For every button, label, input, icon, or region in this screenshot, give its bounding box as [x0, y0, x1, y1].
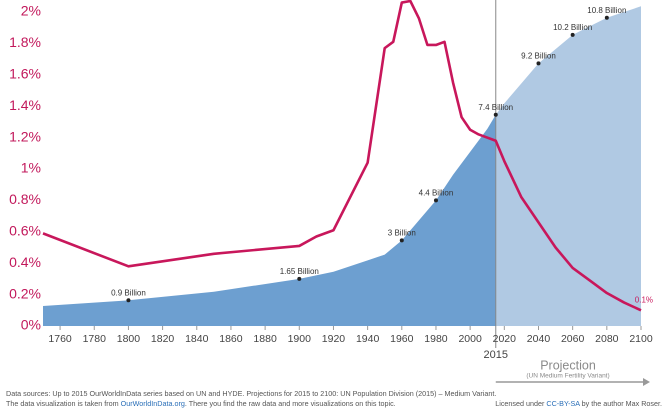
population-point [493, 112, 498, 117]
population-point [399, 238, 404, 243]
population-label: 10.2 Billion [553, 23, 592, 32]
x-tick-label: 1760 [48, 333, 72, 345]
population-label: 0.9 Billion [111, 288, 146, 297]
y-tick-label: 1.2% [9, 128, 41, 144]
population-label: 4.4 Billion [419, 189, 454, 198]
x-tick-label: 2000 [458, 333, 482, 345]
x-tick-label: 2060 [561, 333, 585, 345]
x-tick-label: 1880 [253, 333, 277, 345]
note-text: . There you find the raw data and more v… [185, 399, 396, 408]
population-area-history [43, 114, 496, 326]
y-tick-label: 0% [21, 317, 41, 333]
note-text: The data visualization is taken from [6, 399, 121, 408]
population-label: 3 Billion [388, 228, 416, 237]
growth-rate-line [42, 0, 642, 312]
y-tick-label: 2% [21, 3, 41, 19]
source-note: Data sources: Up to 2015 OurWorldInData … [6, 389, 496, 398]
population-point [297, 276, 302, 281]
y-tick-label: 1.6% [9, 66, 41, 82]
x-tick-label: 2040 [527, 333, 551, 345]
projection-start-label: 2015 [484, 349, 508, 361]
projection-arrowhead [643, 378, 650, 386]
growth-rate-label: 0.1% [635, 295, 653, 304]
population-label: 9.2 Billion [521, 51, 556, 60]
population-point [126, 298, 131, 303]
license-text: Licensed under [495, 399, 546, 408]
x-tick-label: 1940 [356, 333, 380, 345]
population-label: 1.65 Billion [280, 267, 319, 276]
y-tick-label: 1% [21, 160, 41, 176]
population-point [536, 61, 541, 66]
population-label: 10.8 Billion [587, 6, 626, 15]
x-tick-label: 1820 [151, 333, 175, 345]
y-tick-label: 0.8% [9, 191, 41, 207]
x-tick-label: 1980 [424, 333, 448, 345]
x-tick-label: 2100 [629, 333, 653, 345]
license-link[interactable]: CC-BY-SA [546, 399, 580, 408]
x-tick-label: 2080 [595, 333, 619, 345]
license-note: Licensed under CC-BY-SA by the author Ma… [495, 399, 662, 408]
y-tick-label: 0.2% [9, 285, 41, 301]
license-text: by the author Max Roser. [580, 399, 662, 408]
x-tick-label: 1780 [83, 333, 107, 345]
population-point [604, 15, 609, 20]
x-tick-label: 1920 [322, 333, 346, 345]
visualization-note: The data visualization is taken from Our… [6, 399, 396, 408]
y-tick-label: 1.4% [9, 97, 41, 113]
x-tick-label: 1960 [390, 333, 414, 345]
y-tick-label: 0.6% [9, 223, 41, 239]
population-point [433, 198, 438, 203]
population-label: 7.4 Billion [478, 103, 513, 112]
note-link[interactable]: OurWorldInData.org [121, 399, 185, 408]
plot: 0.1% 0.9 Billion 1.65 Billion 3 Billion 4.4 … [42, 0, 653, 386]
x-tick-label: 1840 [185, 333, 209, 345]
population-point [570, 32, 575, 37]
population-area-projection [495, 6, 641, 326]
x-tick-label: 1860 [219, 333, 243, 345]
x-tick-label: 2020 [493, 333, 517, 345]
projection-label: Projection [540, 358, 596, 372]
y-tick-label: 1.8% [9, 34, 41, 50]
y-tick-label: 0.4% [9, 254, 41, 270]
projection-sublabel: (UN Medium Fertility Variant) [526, 373, 609, 380]
x-tick-label: 1900 [288, 333, 312, 345]
x-tick-label: 1800 [117, 333, 141, 345]
